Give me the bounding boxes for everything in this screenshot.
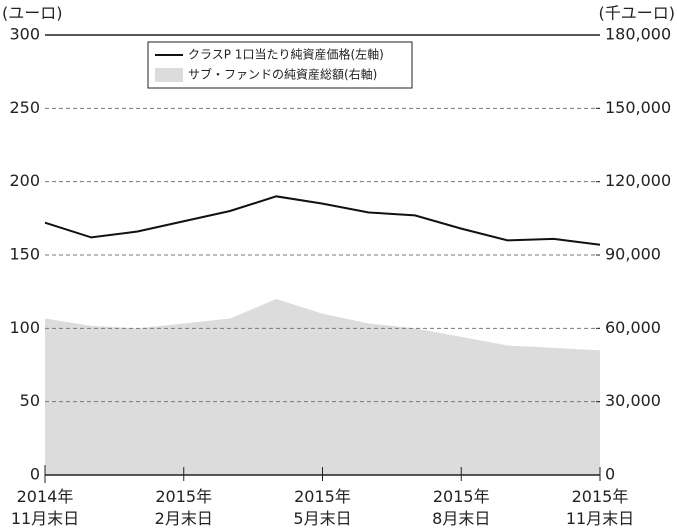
legend-label: クラスP 1口当たり純資産価格(左軸) <box>188 47 384 62</box>
y2-tick-label: 30,000 <box>605 391 661 410</box>
y-tick-label: 50 <box>20 391 40 410</box>
x-tick-label: 2015年 11月末日 <box>566 487 634 528</box>
x-tick-label: 2015年 8月末日 <box>432 487 490 528</box>
y-tick-label: 150 <box>9 245 40 264</box>
y-tick-label: 100 <box>9 318 40 337</box>
y-tick-label: 200 <box>9 171 40 190</box>
x-tick-label: 2014年 11月末日 <box>11 487 79 528</box>
legend-swatch <box>155 68 183 82</box>
y2-axis-title: (千ユーロ) <box>599 4 676 23</box>
y2-tick-label: 180,000 <box>605 25 671 44</box>
legend-box <box>147 41 413 89</box>
x-tick-label: 2015年 2月末日 <box>155 487 213 528</box>
y-tick-label: 300 <box>9 25 40 44</box>
y2-tick-label: 120,000 <box>605 171 671 190</box>
x-tick-label: 2015年 5月末日 <box>293 487 351 528</box>
area <box>45 299 600 475</box>
y-tick-label: 0 <box>30 465 40 484</box>
y2-tick-label: 150,000 <box>605 98 671 117</box>
legend-label: サブ・ファンドの純資産総額(右軸) <box>188 67 377 82</box>
y-tick-label: 250 <box>9 98 40 117</box>
y2-tick-label: 90,000 <box>605 245 661 264</box>
line <box>44 195 601 246</box>
y2-tick-label: 0 <box>605 465 615 484</box>
y-axis-title: (ユーロ) <box>2 4 63 23</box>
y2-tick-label: 60,000 <box>605 318 661 337</box>
